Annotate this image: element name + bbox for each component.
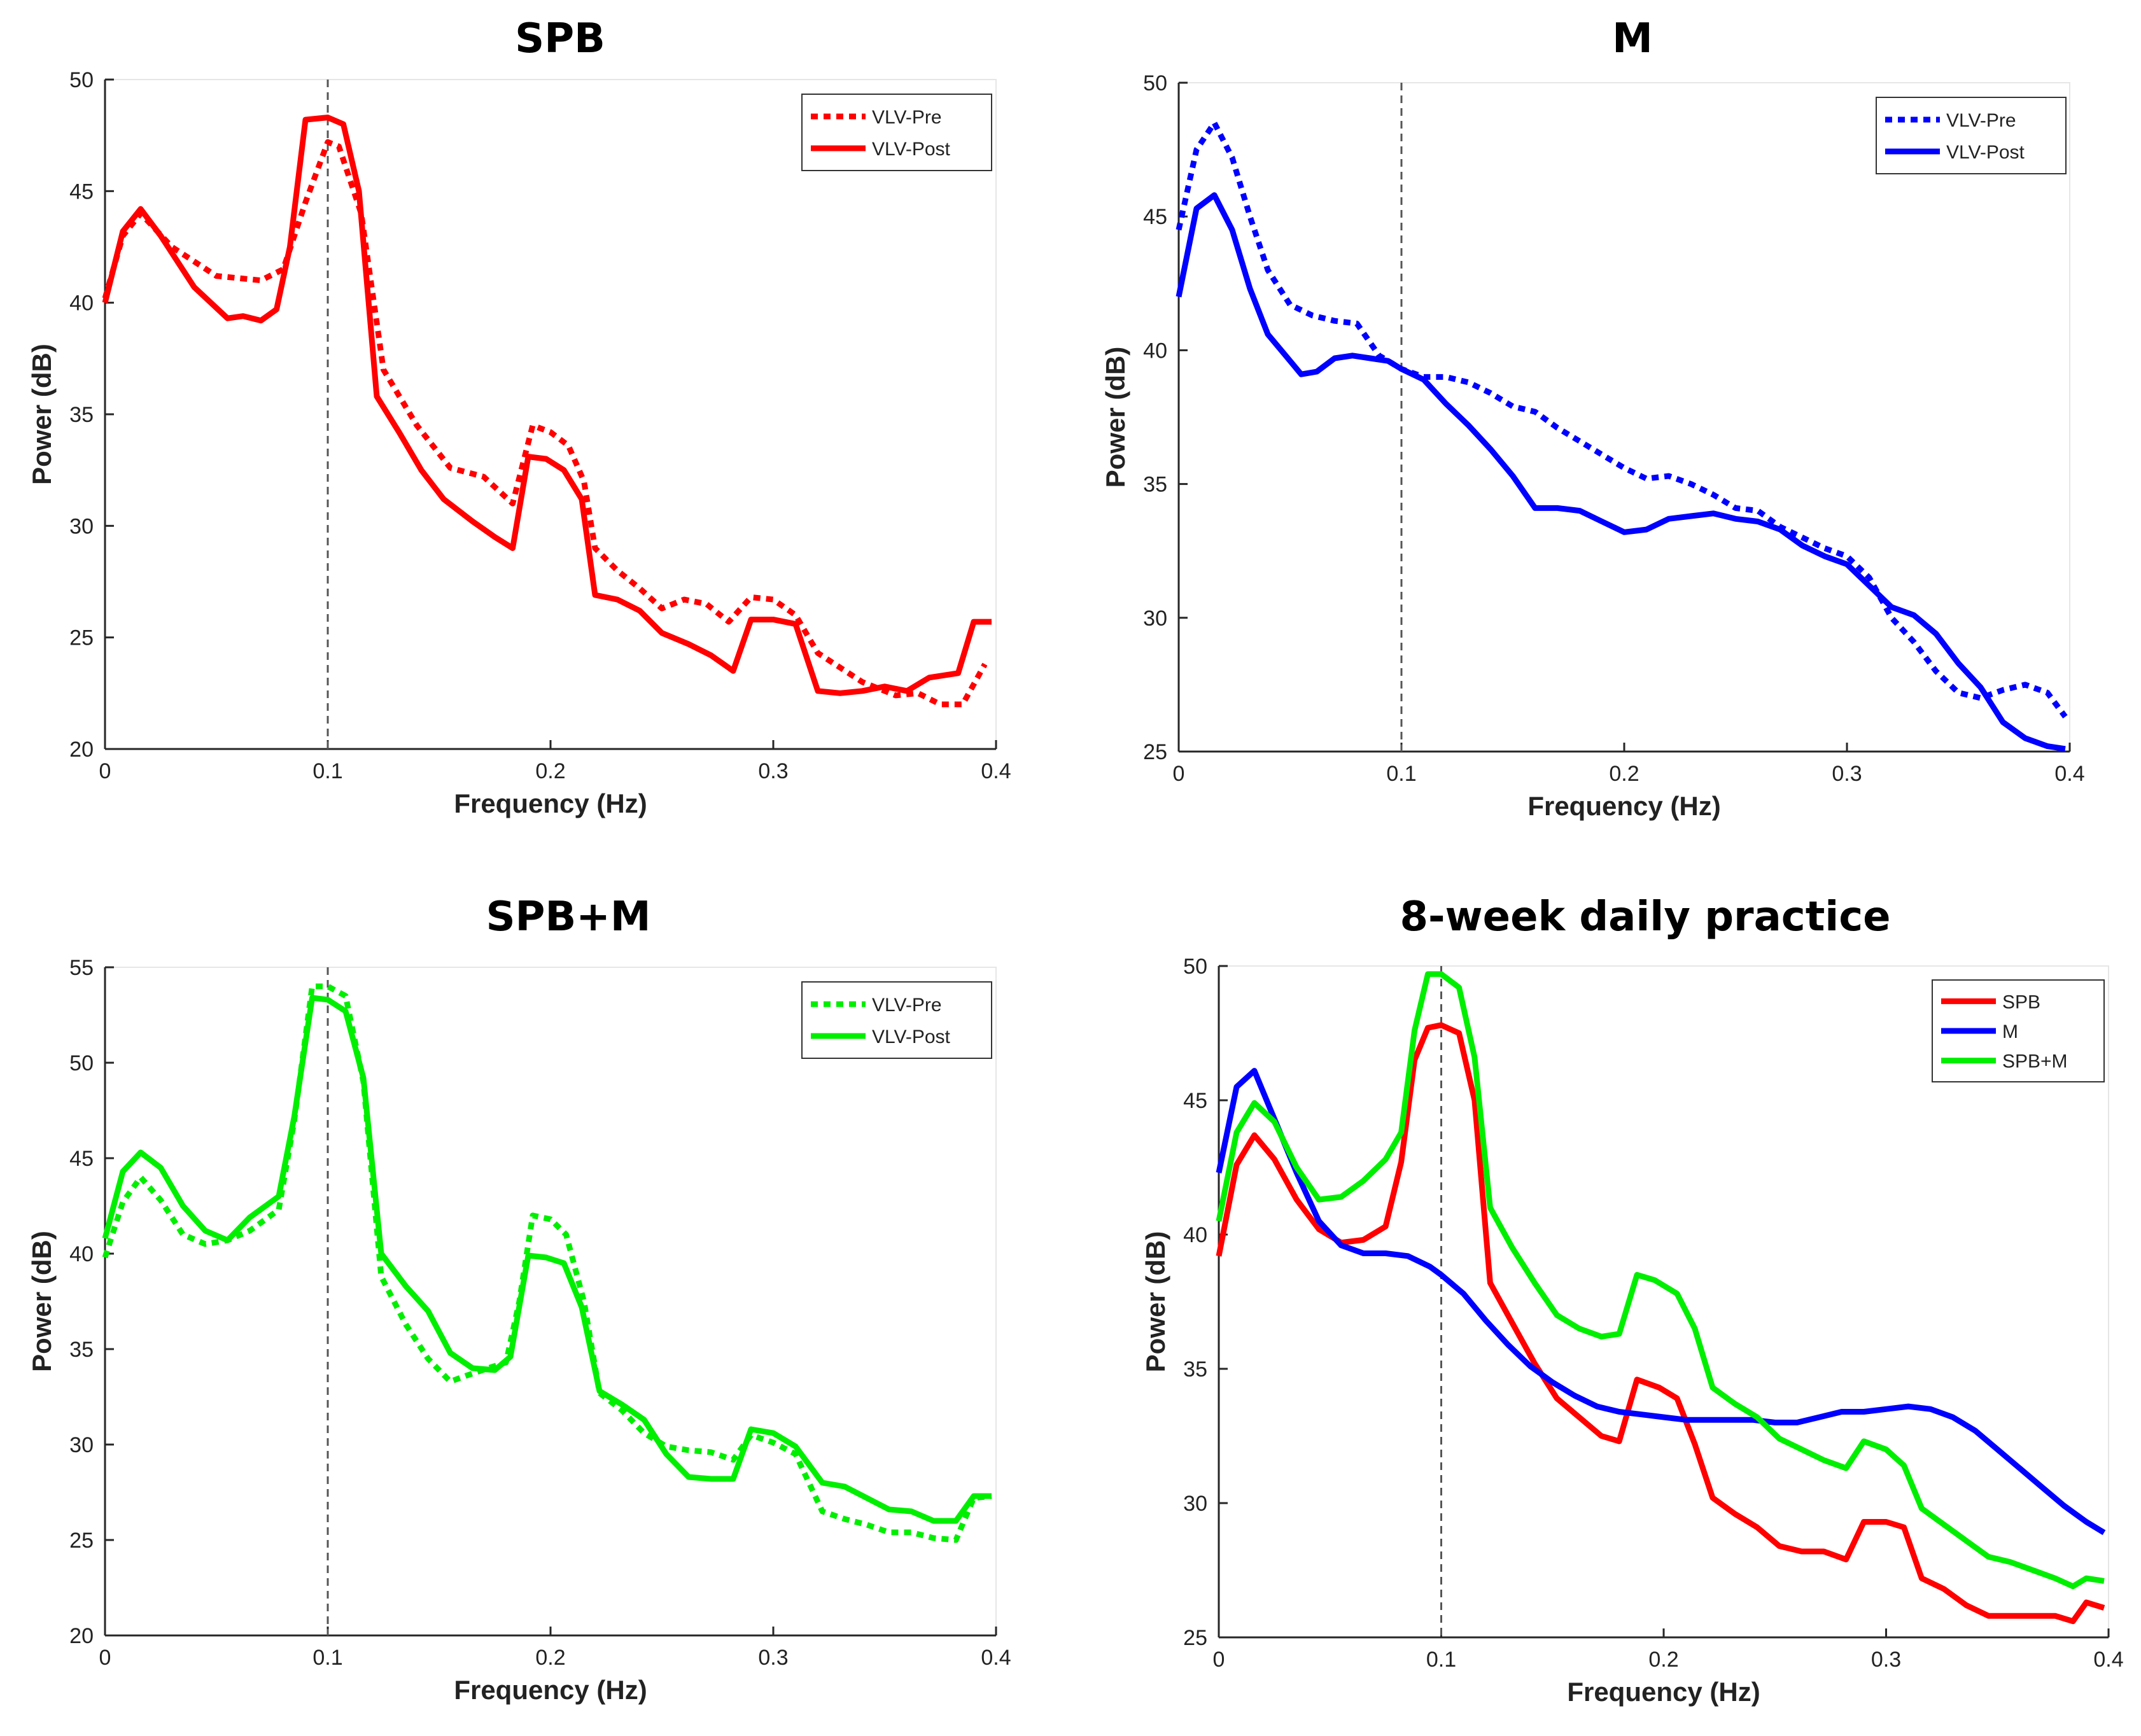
series-line-spb (1216, 1022, 2105, 1625)
chart-title: SPB (515, 15, 605, 62)
y-tick-label: 45 (1143, 205, 1167, 229)
y-tick-label: 40 (69, 1242, 94, 1266)
x-tick-label: 0 (1173, 762, 1185, 786)
series-line-vlv-pre (102, 983, 992, 1543)
y-tick-label: 25 (69, 626, 94, 650)
y-axis-label: Power (dB) (27, 1231, 57, 1372)
x-tick-label: 0.2 (535, 1646, 565, 1670)
y-tick-label: 30 (1183, 1492, 1207, 1516)
legend-label-spb-m: SPB+M (2002, 1051, 2068, 1072)
panel-spb: 0 0.1 0.2 0.3 0.4 20 25 30 35 40 45 50 SPB Frequency … (27, 15, 1011, 818)
legend-label-vlv-post: VLV-Post (872, 139, 951, 160)
x-tick-label: 0.1 (312, 1646, 342, 1670)
y-tick-label: 35 (1183, 1357, 1207, 1382)
panel-m: 0 0.1 0.2 0.3 0.4 25 30 35 40 45 50 M Frequency (Hz)… (1100, 15, 2085, 821)
series-line-vlv-pre (102, 139, 988, 708)
legend: VLV-Pre VLV-Post (1876, 97, 2067, 174)
x-tick-label: 0.3 (758, 1646, 788, 1670)
legend-box (1876, 97, 2067, 174)
x-tick-label: 0.1 (1386, 762, 1416, 786)
x-tick-label: 0.2 (1648, 1648, 1678, 1672)
legend-label-vlv-pre: VLV-Pre (1946, 110, 2016, 131)
series-line-vlv-pre (1176, 120, 2068, 718)
legend-box (801, 94, 992, 171)
y-tick-label: 50 (1143, 71, 1167, 95)
x-tick-label: 0.1 (312, 759, 342, 783)
x-tick-label: 0.4 (981, 1646, 1011, 1670)
series-line-vlv-post (102, 995, 992, 1524)
chart-title: 8-week daily practice (1400, 893, 1890, 941)
series-line-spb-m (1216, 971, 2105, 1590)
panel-8-week-daily-practice: 0 0.1 0.2 0.3 0.4 25 30 35 40 45 50 8-week daily pr… (1141, 893, 2124, 1707)
y-tick-label: 50 (1183, 955, 1207, 979)
y-tick-label: 25 (1143, 740, 1167, 764)
x-tick-label: 0.4 (2054, 762, 2084, 786)
x-tick-label: 0.3 (1832, 762, 1862, 786)
x-axis-label: Frequency (Hz) (1567, 1677, 1760, 1707)
x-axis-label: Frequency (Hz) (454, 788, 647, 818)
y-tick-label: 30 (1143, 606, 1167, 631)
x-tick-label: 0 (1213, 1648, 1225, 1672)
x-tick-label: 0.2 (535, 759, 565, 783)
series-line-vlv-post (102, 115, 992, 696)
y-axis-label: Power (dB) (27, 344, 57, 485)
x-tick-label: 0 (99, 759, 111, 783)
y-tick-label: 20 (69, 1624, 94, 1648)
legend-label-spb: SPB (2002, 991, 2040, 1012)
y-axis-label: Power (dB) (1141, 1231, 1170, 1373)
legend: SPB M SPB+M (1932, 979, 2105, 1082)
y-tick-label: 20 (69, 738, 94, 762)
series-line-vlv-post (1176, 192, 2066, 752)
legend-label-vlv-pre: VLV-Pre (872, 107, 942, 128)
y-tick-label: 45 (1183, 1089, 1207, 1113)
y-axis-label: Power (dB) (1100, 347, 1130, 488)
y-tick-label: 35 (69, 1338, 94, 1362)
legend-box (801, 981, 992, 1059)
y-tick-label: 35 (1143, 473, 1167, 497)
y-tick-label: 35 (69, 403, 94, 427)
x-tick-label: 0.2 (1609, 762, 1639, 786)
x-tick-label: 0.3 (1871, 1648, 1901, 1672)
x-tick-label: 0.3 (758, 759, 788, 783)
y-tick-label: 50 (69, 68, 94, 92)
y-tick-label: 30 (69, 1433, 94, 1457)
x-tick-label: 0.4 (2093, 1648, 2123, 1672)
y-tick-label: 45 (69, 1147, 94, 1171)
x-tick-label: 0 (99, 1646, 111, 1670)
legend-label-vlv-post: VLV-Post (872, 1026, 951, 1047)
legend-label-vlv-post: VLV-Post (1946, 142, 2025, 163)
y-tick-label: 55 (69, 956, 94, 980)
y-tick-label: 40 (1183, 1223, 1207, 1247)
legend: VLV-Pre VLV-Post (801, 981, 992, 1059)
y-tick-label: 40 (1143, 339, 1167, 363)
y-tick-label: 30 (69, 514, 94, 538)
y-tick-label: 50 (69, 1051, 94, 1075)
x-axis-label: Frequency (Hz) (1527, 791, 1720, 821)
panel-spb-m: 0 0.1 0.2 0.3 0.4 20 25 30 35 40 45 50 55 SPB+M Freque… (27, 893, 1011, 1705)
legend: VLV-Pre VLV-Post (801, 94, 992, 171)
x-tick-label: 0.4 (981, 759, 1011, 783)
legend-label-m: M (2002, 1021, 2018, 1042)
x-tick-label: 0.1 (1426, 1648, 1456, 1672)
chart-title: M (1612, 15, 1653, 62)
y-tick-label: 25 (69, 1529, 94, 1553)
x-axis-label: Frequency (Hz) (454, 1675, 647, 1705)
chart-title: SPB+M (486, 893, 650, 941)
y-tick-label: 25 (1183, 1626, 1207, 1650)
series-line-m (1216, 1068, 2106, 1536)
y-tick-label: 40 (69, 291, 94, 316)
legend-label-vlv-pre: VLV-Pre (872, 995, 942, 1016)
y-tick-label: 45 (69, 179, 94, 204)
